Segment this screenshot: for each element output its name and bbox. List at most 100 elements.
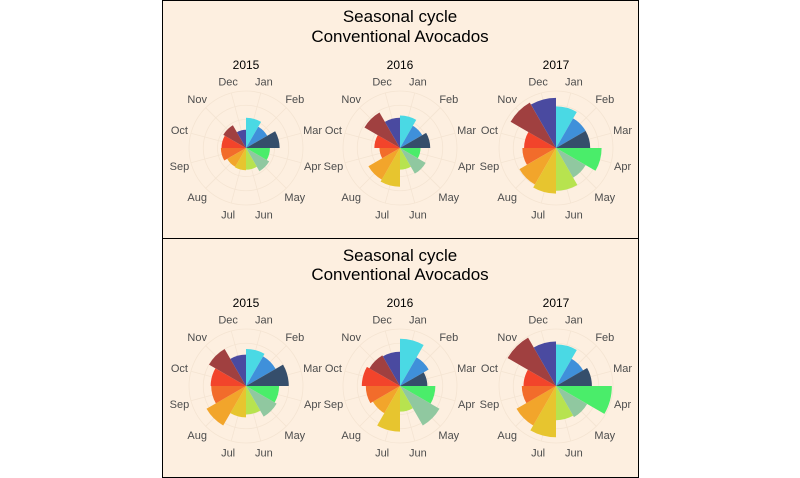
month-label: Jun [255, 448, 273, 460]
wedge-aug-2017 [516, 386, 556, 426]
month-label: Mar [613, 363, 632, 375]
facet-label: 2016 [387, 58, 414, 72]
grid-ring [498, 328, 614, 444]
month-label: Feb [595, 332, 614, 344]
polar-facet-2016: 2016 Jan Feb Mar Apr May Jun Jul Aug Sep Oct Nov Dec [324, 58, 477, 222]
wedge-may-2017 [556, 148, 586, 178]
wedge-jan-2017 [556, 344, 577, 386]
wedge-jul-2015 [234, 148, 246, 171]
month-label: Nov [341, 332, 361, 344]
month-label: Aug [497, 430, 517, 442]
wedge-jul-2016 [380, 148, 400, 187]
polar-facet-2017: 2017 Jan Feb Mar Apr May Jun Jul Aug Sep Oct Nov Dec [480, 296, 633, 460]
month-label: Feb [595, 94, 614, 106]
month-label: Nov [341, 94, 361, 106]
wedge-jan-2015 [246, 348, 265, 386]
month-label: Nov [187, 332, 207, 344]
month-label: Dec [372, 76, 392, 88]
grid-ring [356, 104, 444, 192]
month-label: Jun [255, 210, 273, 222]
month-label: Feb [439, 94, 458, 106]
wedge-sep-2015 [220, 148, 246, 161]
wedge-dec-2016 [384, 117, 400, 148]
month-label: Feb [285, 94, 304, 106]
wedge-feb-2016 [400, 357, 429, 386]
wedge-sep-2017 [522, 148, 556, 165]
month-label: Mar [613, 125, 632, 137]
wedge-dec-2017 [533, 341, 556, 386]
facet-label: 2017 [543, 296, 570, 310]
wedge-jul-2017 [533, 148, 556, 194]
month-label: Jan [409, 314, 427, 326]
month-label: Jul [221, 210, 235, 222]
wedge-apr-2017 [556, 386, 612, 414]
wedge-jan-2017 [556, 106, 577, 148]
wedge-nov-2015 [223, 125, 246, 148]
month-label: Dec [218, 314, 238, 326]
month-label: Nov [497, 94, 517, 106]
wedge-may-2015 [246, 148, 270, 172]
month-label: Sep [480, 399, 500, 411]
chart-subtitle: Conventional Avocados [311, 27, 488, 46]
wedge-apr-2016 [400, 386, 436, 404]
month-label: Dec [528, 76, 548, 88]
month-label: Sep [170, 161, 190, 173]
wedge-oct-2017 [524, 132, 556, 148]
wedge-jul-2017 [530, 386, 556, 438]
facet-label: 2015 [233, 296, 260, 310]
wedge-feb-2015 [246, 356, 276, 386]
wedge-dec-2015 [230, 354, 246, 386]
wedge-jan-2016 [400, 338, 424, 386]
month-label: May [594, 192, 615, 204]
wedge-mar-2015 [246, 131, 280, 148]
month-label: Aug [497, 192, 517, 204]
month-label: Mar [457, 125, 476, 137]
month-label: Apr [304, 161, 321, 173]
month-label: Jul [531, 448, 545, 460]
month-label: Jul [531, 210, 545, 222]
wedge-nov-2017 [510, 102, 556, 148]
month-label: Oct [325, 125, 342, 137]
month-label: Aug [187, 192, 207, 204]
facet-label: 2015 [233, 58, 260, 72]
month-label: May [594, 430, 615, 442]
wedge-sep-2017 [521, 386, 556, 404]
month-label: Mar [303, 125, 322, 137]
month-label: Sep [170, 399, 190, 411]
month-label: May [438, 192, 459, 204]
month-label: Oct [171, 363, 188, 375]
month-label: Jul [375, 210, 389, 222]
wedge-dec-2017 [530, 97, 556, 148]
wedge-aug-2016 [372, 386, 400, 414]
month-label: Apr [614, 161, 631, 173]
month-label: Jan [565, 76, 583, 88]
month-label: Nov [187, 94, 207, 106]
wedge-aug-2015 [206, 386, 246, 426]
wedge-oct-2015 [221, 135, 246, 148]
wedge-may-2017 [556, 386, 588, 418]
facet-label: 2017 [543, 58, 570, 72]
wedge-oct-2017 [523, 369, 556, 386]
wedge-apr-2016 [400, 148, 421, 159]
month-label: Sep [324, 399, 344, 411]
month-label: Oct [481, 363, 498, 375]
month-label: Apr [458, 399, 475, 411]
wedge-jun-2016 [400, 148, 411, 170]
month-label: Aug [187, 430, 207, 442]
chart-panel-top: Seasonal cycle Conventional Avocados 201… [162, 0, 639, 239]
chart-title: Seasonal cycle [343, 246, 457, 265]
chart-subtitle: Conventional Avocados [311, 265, 488, 284]
wedge-nov-2015 [208, 348, 246, 386]
grid-ring [188, 90, 304, 206]
month-label: Jun [409, 448, 427, 460]
polar-facet-2016: 2016 Jan Feb Mar Apr May Jun Jul Aug Sep Oct Nov Dec [324, 296, 477, 460]
month-label: Jul [375, 448, 389, 460]
wedge-aug-2017 [519, 148, 556, 185]
facet-label: 2016 [387, 296, 414, 310]
month-label: Dec [528, 314, 548, 326]
wedge-jun-2016 [400, 386, 413, 412]
month-label: Apr [614, 399, 631, 411]
month-label: Mar [303, 363, 322, 375]
month-label: Oct [325, 363, 342, 375]
